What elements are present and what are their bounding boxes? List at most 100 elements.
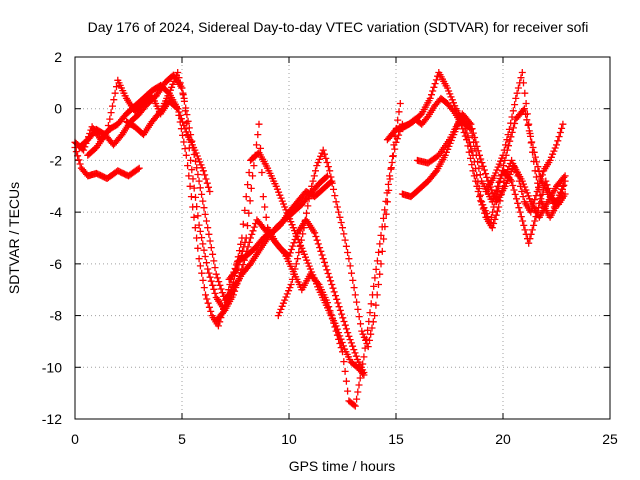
data-point: [210, 257, 218, 265]
y-tick-label: -4: [50, 204, 63, 220]
data-point: [533, 208, 541, 216]
data-point: [450, 99, 457, 107]
data-point: [497, 157, 505, 165]
x-tick-label: 15: [388, 431, 404, 447]
data-point: [190, 184, 198, 192]
data-point: [199, 240, 207, 248]
data-point: [180, 94, 188, 102]
data-point: [255, 120, 263, 128]
data-point: [285, 287, 293, 295]
data-point: [478, 201, 486, 209]
data-point: [304, 259, 312, 267]
data-point: [236, 272, 243, 280]
data-point: [165, 89, 173, 97]
data-point: [527, 139, 535, 147]
data-point: [472, 151, 480, 159]
data-point: [340, 230, 348, 238]
data-point: [509, 107, 517, 115]
data-point: [228, 282, 236, 290]
data-point: [200, 246, 208, 254]
data-point: [330, 288, 338, 296]
data-point: [176, 79, 184, 87]
data-point: [75, 156, 83, 164]
data-point: [340, 318, 348, 325]
data-point: [319, 255, 327, 263]
data-point: [211, 289, 219, 297]
data-point: [301, 216, 309, 224]
data-point: [214, 274, 221, 282]
data-point: [349, 342, 357, 350]
data-point: [350, 401, 358, 409]
data-point: [76, 160, 84, 168]
data-point: [185, 124, 193, 132]
data-point: [377, 231, 385, 239]
data-point: [341, 321, 349, 329]
data-point: [189, 175, 197, 183]
data-point: [492, 169, 500, 177]
data-point: [561, 177, 569, 185]
data-point: [348, 269, 355, 277]
data-point: [232, 267, 240, 274]
data-point: [526, 130, 534, 137]
data-point: [278, 302, 286, 310]
data-point: [369, 318, 377, 326]
data-point: [493, 207, 501, 215]
data-point: [178, 84, 186, 92]
data-point: [521, 89, 529, 97]
data-point: [199, 197, 207, 205]
data-point: [558, 124, 566, 132]
data-point: [388, 159, 396, 166]
data-point: [351, 291, 359, 299]
data-point: [448, 96, 456, 104]
data-point: [356, 374, 364, 382]
data-point: [326, 167, 334, 175]
data-point: [277, 305, 285, 313]
data-point: [310, 172, 318, 180]
data-point: [502, 141, 510, 149]
data-point: [176, 118, 184, 126]
data-point: [526, 195, 534, 203]
data-point: [542, 177, 550, 185]
data-point: [523, 189, 531, 197]
data-point: [525, 239, 533, 247]
data-point: [200, 284, 208, 292]
data-point: [325, 273, 333, 281]
data-point: [241, 238, 249, 246]
data-point: [287, 281, 295, 288]
data-point: [342, 377, 350, 385]
data-point: [223, 298, 231, 306]
data-point: [446, 90, 454, 98]
data-point: [467, 125, 475, 133]
data-point: [375, 248, 383, 256]
data-point: [517, 74, 525, 82]
data-point: [529, 148, 536, 156]
data-point: [227, 286, 235, 294]
data-point: [499, 151, 507, 159]
data-point: [313, 162, 321, 170]
data-point: [551, 144, 559, 152]
data-point: [259, 193, 267, 201]
data-point: [322, 262, 330, 270]
data-point: [199, 167, 207, 175]
y-tick-label: 0: [54, 101, 62, 117]
data-point: [302, 253, 309, 261]
data-point: [360, 333, 368, 341]
data-point: [428, 91, 435, 99]
data-point: [196, 227, 204, 235]
data-point: [531, 167, 539, 175]
data-point: [429, 87, 437, 95]
data-point: [107, 109, 115, 117]
data-point: [361, 344, 369, 352]
data-point: [353, 298, 361, 306]
data-point: [196, 184, 204, 192]
data-point: [314, 279, 322, 287]
data-point: [330, 319, 338, 327]
data-point: [523, 110, 531, 118]
data-point: [479, 205, 487, 213]
data-point: [319, 146, 327, 154]
data-point: [194, 244, 202, 252]
data-point: [336, 306, 344, 314]
data-point: [512, 94, 520, 102]
data-point: [196, 262, 204, 270]
data-point: [216, 281, 224, 289]
